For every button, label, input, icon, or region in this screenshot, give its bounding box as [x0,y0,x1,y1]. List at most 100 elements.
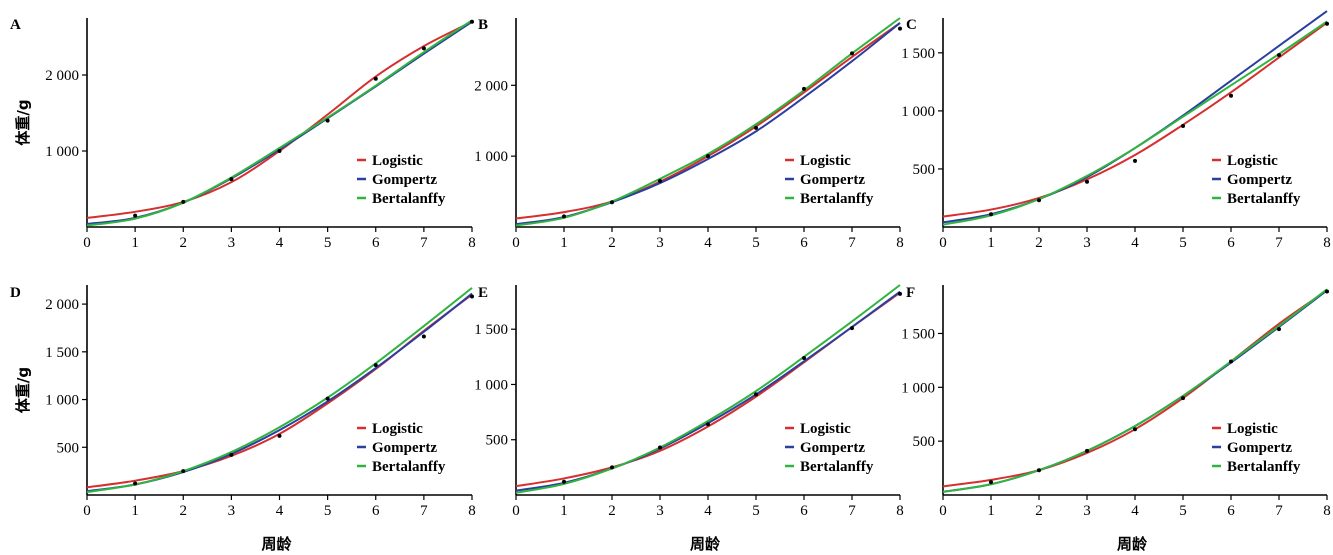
legend-label-gompertz: Gompertz [1227,440,1292,456]
x-tick-label: 3 [228,235,236,251]
legend-label-gompertz: Gompertz [372,440,437,456]
series-line-logistic [942,21,1328,218]
legend-label-bertalanffy: Bertalanffy [372,191,446,207]
panel-letter: A [10,17,21,33]
y-tick-label: 1 000 [45,144,79,160]
x-tick-label: 7 [420,503,428,519]
x-tick-label: 0 [512,503,520,519]
observed-point [1325,21,1329,26]
x-tick-label: 3 [656,503,664,519]
x-tick-label: 4 [276,235,284,251]
y-tick-label: 1 500 [45,345,79,361]
x-tick-label: 3 [228,503,236,519]
observed-point [706,154,710,159]
legend-label-gompertz: Gompertz [1227,172,1292,188]
x-tick-label: 6 [372,235,380,251]
x-tick-label: 2 [1035,235,1043,251]
x-tick-label: 0 [939,503,947,519]
x-tick-label: 0 [83,503,91,519]
x-tick-label: 3 [656,235,664,251]
observed-point [229,177,234,182]
observed-point [802,86,806,91]
x-tick-label: 1 [987,235,995,251]
observed-point [1037,468,1041,473]
observed-point [1325,289,1329,294]
series-line-bertalanffy [942,288,1328,493]
x-tick-label: 5 [324,235,332,251]
legend-label-gompertz: Gompertz [800,172,865,188]
y-tick-label: 1 500 [901,326,935,342]
legend-label-logistic: Logistic [1227,153,1278,169]
panel-b: B 0 1 2 3 4 5 6 7 8 1 000 2 000 Logistic Gompertz Bert… [474,17,904,251]
observed-point [754,392,758,397]
x-tick-label: 1 [560,503,568,519]
panel-letter: C [906,17,917,33]
panel-e: E 0 1 2 3 4 5 6 7 8 500 1 000 1 500 Logistic Gompertz B… [474,284,904,553]
panel-c: C 0 1 2 3 4 5 6 7 8 500 1 000 1 500 Logistic Gompertz B… [901,10,1331,251]
observed-point [373,76,378,81]
legend-label-bertalanffy: Bertalanffy [1227,459,1301,475]
observed-point [470,19,474,24]
x-tick-label: 2 [608,235,616,251]
legend-label-logistic: Logistic [372,153,423,169]
x-tick-label: 8 [1323,235,1331,251]
y-tick-label: 1 000 [901,380,935,396]
series-line-bertalanffy [86,287,473,494]
legend-label-gompertz: Gompertz [372,172,437,188]
x-tick-label: 6 [800,503,808,519]
x-tick-label: 1 [560,235,568,251]
x-tick-label: 1 [131,503,139,519]
observed-point [658,445,662,450]
observed-point [898,26,902,31]
observed-point [1277,327,1281,332]
observed-point [898,291,902,296]
x-tick-label: 4 [1131,235,1139,251]
x-tick-label: 1 [131,235,139,251]
y-tick-label: 2 000 [45,68,79,84]
series-line-bertalanffy [515,17,901,227]
y-axis-title: 体重/g [14,367,32,413]
x-tick-label: 7 [420,235,428,251]
observed-point [133,213,138,218]
x-tick-label: 5 [752,235,760,251]
observed-point [325,118,330,123]
observed-point [1181,123,1185,128]
x-tick-label: 8 [468,503,476,519]
panel-a: A 0 1 2 3 4 5 6 7 8 1 000 2 000 Logistic Gompertz Bert… [10,17,476,251]
y-tick-label: 1 000 [45,393,79,409]
y-axis-title: 体重/g [14,99,32,145]
observed-point [754,125,758,130]
observed-point [989,212,993,217]
x-tick-label: 5 [1179,235,1187,251]
series-line-bertalanffy [515,284,901,494]
observed-point [1229,93,1233,98]
x-tick-label: 8 [1323,503,1331,519]
x-tick-label: 7 [1275,235,1283,251]
x-tick-label: 3 [1083,503,1091,519]
series-line-bertalanffy [942,20,1328,226]
y-tick-label: 500 [913,162,936,178]
x-tick-label: 6 [372,503,380,519]
x-tick-label: 4 [1131,503,1139,519]
series-line-logistic [942,289,1328,488]
x-tick-label: 2 [180,235,188,251]
observed-point [658,178,662,183]
panel-letter: B [478,17,488,33]
x-tick-label: 4 [276,503,284,519]
x-tick-label: 2 [608,503,616,519]
observed-point [1037,198,1041,203]
x-tick-label: 7 [1275,503,1283,519]
observed-point [325,396,330,401]
x-tick-label: 5 [324,503,332,519]
observed-point [802,355,806,360]
observed-point [562,214,566,219]
y-tick-label: 500 [486,433,509,449]
legend-label-gompertz: Gompertz [800,440,865,456]
observed-point [373,363,378,368]
observed-point [1229,359,1233,364]
observed-point [421,46,426,51]
x-axis-title: 周龄 [690,535,721,553]
x-tick-label: 5 [752,503,760,519]
